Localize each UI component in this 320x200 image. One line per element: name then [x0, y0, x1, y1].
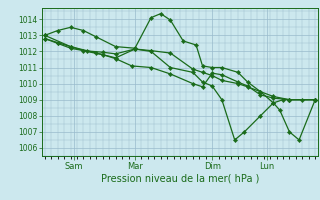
- X-axis label: Pression niveau de la mer( hPa ): Pression niveau de la mer( hPa ): [101, 173, 259, 183]
